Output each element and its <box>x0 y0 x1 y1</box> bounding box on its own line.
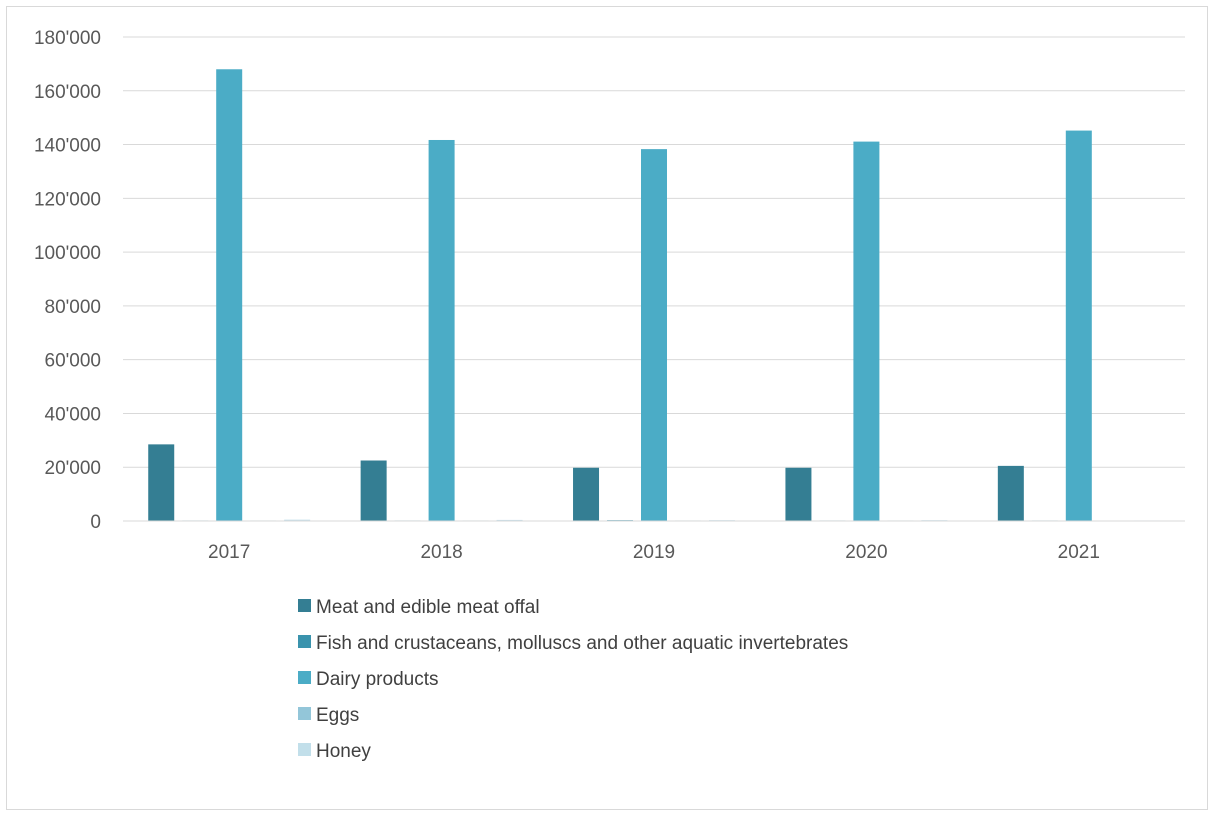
legend-swatch <box>298 743 311 756</box>
y-tick-label: 120'000 <box>34 189 101 210</box>
legend-swatch <box>298 671 311 684</box>
x-tick-label: 2019 <box>633 542 675 563</box>
y-tick-label: 20'000 <box>45 458 101 479</box>
bar-2018-series-0 <box>360 460 387 521</box>
chart-frame <box>6 6 1208 810</box>
legend-swatch <box>298 599 311 612</box>
y-tick-label: 160'000 <box>34 82 101 103</box>
bar-2020-series-2 <box>853 141 880 521</box>
x-tick-label: 2020 <box>845 542 887 563</box>
legend-swatch <box>298 635 311 648</box>
bars <box>148 69 1160 522</box>
bar-2018-series-4 <box>496 519 523 521</box>
y-tick-label: 80'000 <box>45 297 101 318</box>
bar-2018-series-2 <box>428 139 455 522</box>
y-tick-label: 140'000 <box>34 136 101 157</box>
legend-label: Meat and edible meat offal <box>316 597 540 618</box>
y-axis-ticks: 0 20'000 40'000 60'000 80'000 100'000 120'000 1… <box>34 28 101 533</box>
legend: Meat and edible meat offal Fish and crust… <box>298 597 848 762</box>
bar-2021-series-0 <box>997 465 1024 521</box>
y-tick-label: 180'000 <box>34 28 101 49</box>
y-tick-label: 40'000 <box>45 404 101 425</box>
x-tick-label: 2018 <box>420 542 462 563</box>
legend-label: Honey <box>316 741 371 762</box>
y-tick-label: 0 <box>90 512 101 533</box>
bar-2017-series-0 <box>148 444 175 521</box>
legend-swatch <box>298 707 311 720</box>
legend-label: Fish and crustaceans, molluscs and other… <box>316 633 848 654</box>
bar-2017-series-2 <box>216 69 243 522</box>
bar-2017-series-4 <box>284 519 311 521</box>
x-tick-label: 2021 <box>1058 542 1100 563</box>
bar-2019-series-2 <box>641 149 667 522</box>
y-tick-label: 60'000 <box>45 351 101 372</box>
legend-label: Eggs <box>316 705 359 726</box>
legend-label: Dairy products <box>316 669 439 690</box>
bar-2019-series-0 <box>573 467 600 521</box>
bar-2020-series-0 <box>785 467 812 521</box>
x-axis-ticks: 2017 2018 2019 2020 2021 <box>208 542 1100 563</box>
y-tick-label: 100'000 <box>34 243 101 264</box>
x-tick-label: 2017 <box>208 542 250 563</box>
bar-2021-series-2 <box>1065 130 1092 521</box>
